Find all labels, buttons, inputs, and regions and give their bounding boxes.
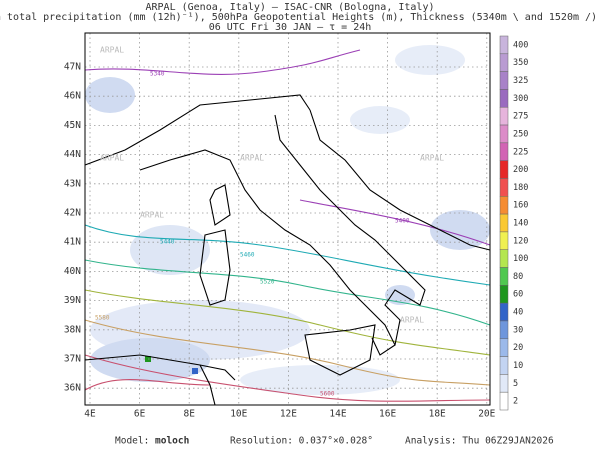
colorbar-cell: [499, 213, 509, 233]
contours: [84, 49, 491, 402]
colorbar-cell: [499, 35, 509, 55]
colorbar-label: 120: [513, 236, 528, 246]
contour-label: 5400: [395, 218, 410, 225]
colorbar-label: 5: [513, 379, 518, 389]
colorbar-cell: [499, 196, 509, 215]
colorbar-label: 200: [513, 165, 528, 175]
lat-label: 41N: [64, 237, 81, 248]
colorbar-cell: [499, 142, 509, 161]
header-line: 12h total precipitation (mm (12h)⁻¹), 50…: [0, 12, 597, 23]
colorbar-label: 140: [513, 219, 528, 229]
colorbar-cell: [499, 391, 509, 411]
footer-model: moloch: [155, 436, 189, 447]
colorbar-label: 325: [513, 76, 528, 86]
colorbar-cell: [499, 267, 509, 286]
watermark: ARPAL: [100, 46, 124, 55]
grid: [85, 33, 490, 405]
lon-label: 16E: [379, 409, 396, 420]
colorbar-label: 2: [513, 397, 518, 407]
colorbar-cell: [499, 106, 509, 126]
colorbar-cell: [499, 71, 509, 90]
colorbar-label: 300: [513, 94, 528, 104]
precip-peak: [192, 368, 198, 374]
lon-label: 18E: [429, 409, 446, 420]
colorbar-label: 225: [513, 147, 528, 157]
footer-resolution: Resolution: 0.037°×0.028°: [230, 436, 373, 447]
colorbar-cell: [499, 374, 509, 393]
header-line: ARPAL (Genoa, Italy) — ISAC-CNR (Bologna…: [146, 2, 435, 13]
contour-label: 5340: [150, 71, 165, 78]
colorbar-cell: [499, 160, 509, 179]
colorbar-label: 275: [513, 112, 528, 122]
lat-label: 43N: [64, 178, 81, 189]
lon-label: 4E: [84, 409, 96, 420]
colorbar-label: 400: [513, 40, 528, 50]
map-frame: [84, 32, 491, 406]
lon-label: 10E: [230, 409, 247, 420]
lat-label: 45N: [64, 120, 81, 131]
lon-label: 12E: [280, 409, 297, 420]
watermark: ARPAL: [400, 316, 424, 325]
watermark: ARPAL: [420, 154, 444, 163]
watermark: ARPAL: [100, 154, 124, 163]
lat-label: 38N: [64, 324, 81, 335]
lat-label: 47N: [64, 62, 81, 73]
watermark: ARPAL: [140, 211, 164, 220]
colorbar-cell: [499, 320, 509, 340]
contour-label: 5580: [95, 315, 110, 322]
colorbar-label: 40: [513, 308, 523, 318]
colorbar-cell: [499, 356, 509, 375]
map: ARPAL ARPAL ARPAL ARPAL ARPAL ARPAL 5340 5400 54…: [84, 32, 491, 406]
lat-label: 36N: [64, 383, 81, 394]
contour-label: 5440: [160, 239, 175, 246]
colorbar-label: 80: [513, 272, 523, 282]
colorbar-cell: [499, 249, 509, 268]
colorbar-cell: [499, 302, 509, 322]
colorbar-label: 180: [513, 183, 528, 193]
colorbar-cell: [499, 231, 509, 250]
lon-label: 20E: [478, 409, 495, 420]
colorbar-label: 160: [513, 201, 528, 211]
colorbar-label: 100: [513, 254, 528, 264]
lon-label: 6E: [134, 409, 146, 420]
lat-label: 46N: [64, 91, 81, 102]
colorbar-label: 30: [513, 325, 523, 335]
lat-label: 40N: [64, 266, 81, 277]
footer-label: Model:: [115, 436, 149, 447]
colorbar-label: 10: [513, 361, 523, 371]
colorbar-cell: [499, 178, 509, 197]
lat-label: 42N: [64, 208, 81, 219]
colorbar-cell: [499, 53, 509, 72]
coastlines: [84, 94, 491, 406]
contour-label: 5460: [240, 252, 255, 259]
colorbar-label: 250: [513, 129, 528, 139]
lon-label: 8E: [183, 409, 195, 420]
colorbar-cell: [499, 89, 509, 108]
lat-label: 44N: [64, 149, 81, 160]
watermark: ARPAL: [240, 154, 264, 163]
footer-analysis: Analysis: Thu 06Z29JAN2026: [405, 436, 554, 447]
colorbar-cell: [499, 285, 509, 304]
lat-label: 39N: [64, 295, 81, 306]
colorbar-cell: [499, 338, 509, 357]
colorbar-label: 20: [513, 343, 523, 353]
contour-label: 5520: [260, 279, 275, 286]
colorbar-label: 60: [513, 290, 523, 300]
lon-label: 14E: [329, 409, 346, 420]
colorbar-label: 350: [513, 58, 528, 68]
colorbar: 400 350 325 300 275 250 225 200 180 160 140 120 100 8…: [499, 35, 528, 411]
contour-label: 5600: [320, 391, 335, 398]
header-line: 06 UTC Fri 30 JAN — τ = 24h: [209, 22, 372, 33]
colorbar-cell: [499, 124, 509, 144]
lat-label: 37N: [64, 354, 81, 365]
